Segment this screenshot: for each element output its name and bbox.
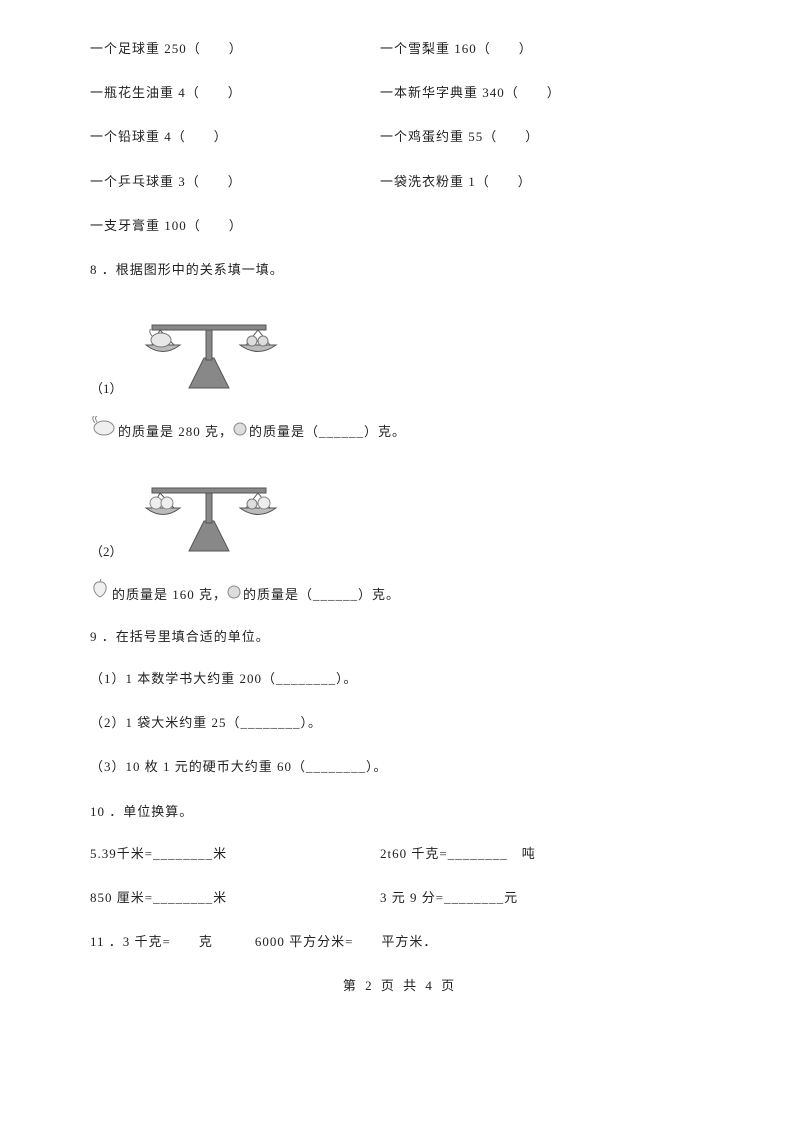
q8-line1-b: 的质量是（______）克。 — [249, 423, 406, 441]
q10-r1-left: 5.39千米=________米 — [90, 845, 380, 863]
q9-title: 9 ．在括号里填合适的单位。 — [90, 628, 710, 646]
q10-r1-left-text: 千米=________米 — [117, 846, 227, 861]
ball-icon — [227, 585, 241, 604]
q7-r1-right: 一个雪梨重 160（ ） — [380, 40, 710, 58]
q10-r1-right: 2t60 千克=________ 吨 — [380, 845, 710, 863]
q10-r2-right: 3 元 9 分=________元 — [380, 889, 710, 907]
q7-row-1: 一个足球重 250（ ） 一个雪梨重 160（ ） — [90, 40, 710, 58]
q8-sub1: （1） — [90, 380, 123, 398]
radish-icon — [90, 416, 116, 441]
q11: 11 ．3 千克= 克 6000 平方分米= 平方米． — [90, 933, 710, 951]
q7-r3-left: 一个铅球重 4（ ） — [90, 128, 380, 146]
q8-line2-a: 的质量是 160 克， — [112, 586, 227, 604]
q10-prefix: 5.39 — [90, 846, 117, 861]
balance-scale-icon — [134, 303, 284, 398]
q8-sub2: （2） — [90, 543, 123, 561]
q8-line-2: 的质量是 160 克， 的质量是（______）克。 — [90, 579, 710, 604]
q8-line2-b: 的质量是（______）克。 — [243, 586, 400, 604]
q9-i2: （2）1 袋大米约重 25（________）。 — [90, 714, 710, 732]
q10-row-2: 850 厘米=________米 3 元 9 分=________元 — [90, 889, 710, 907]
q7-row-2: 一瓶花生油重 4（ ） 一本新华字典重 340（ ） — [90, 84, 710, 102]
q7-r2-right: 一本新华字典重 340（ ） — [380, 84, 710, 102]
q7-r2-left: 一瓶花生油重 4（ ） — [90, 84, 380, 102]
q9-i3: （3）10 枚 1 元的硬币大约重 60（________）。 — [90, 758, 710, 776]
q9-i1: （1）1 本数学书大约重 200（________）。 — [90, 670, 710, 688]
ball-icon — [233, 422, 247, 441]
q7-row-3: 一个铅球重 4（ ） 一个鸡蛋约重 55（ ） — [90, 128, 710, 146]
q10-row-1: 5.39千米=________米 2t60 千克=________ 吨 — [90, 845, 710, 863]
q7-row-5: 一支牙膏重 100（ ） — [90, 217, 710, 235]
q10-r2-left: 850 厘米=________米 — [90, 889, 380, 907]
q7-r1-left: 一个足球重 250（ ） — [90, 40, 380, 58]
peach-icon — [90, 579, 110, 604]
page: 一个足球重 250（ ） 一个雪梨重 160（ ） 一瓶花生油重 4（ ） 一本… — [0, 0, 800, 1026]
q8-balance-1-wrap: （1） — [90, 303, 710, 398]
q8-balance-2-wrap: （2） — [90, 466, 710, 561]
q7-r4-left: 一个乒乓球重 3（ ） — [90, 173, 380, 191]
q8-line1-a: 的质量是 280 克， — [118, 423, 233, 441]
q7-row-4: 一个乒乓球重 3（ ） 一袋洗衣粉重 1（ ） — [90, 173, 710, 191]
q7-r4-right: 一袋洗衣粉重 1（ ） — [380, 173, 710, 191]
page-footer: 第 2 页 共 4 页 — [90, 977, 710, 995]
q8-title: 8 ．根据图形中的关系填一填。 — [90, 261, 710, 279]
q10-title: 10 ．单位换算。 — [90, 803, 710, 821]
q7-r3-right: 一个鸡蛋约重 55（ ） — [380, 128, 710, 146]
q8-line-1: 的质量是 280 克， 的质量是（______）克。 — [90, 416, 710, 441]
balance-scale-icon — [134, 466, 284, 561]
